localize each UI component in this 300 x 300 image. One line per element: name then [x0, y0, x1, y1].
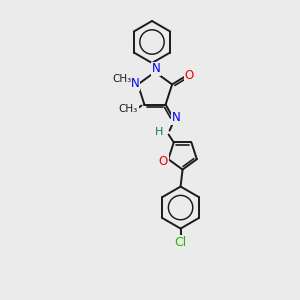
Text: O: O [184, 69, 194, 82]
Text: O: O [159, 155, 168, 168]
Text: Cl: Cl [175, 236, 187, 249]
Text: N: N [172, 111, 181, 124]
Text: CH₃: CH₃ [112, 74, 131, 84]
Text: N: N [152, 62, 160, 76]
Text: N: N [130, 77, 139, 90]
Text: CH₃: CH₃ [119, 103, 138, 114]
Text: H: H [154, 127, 163, 136]
